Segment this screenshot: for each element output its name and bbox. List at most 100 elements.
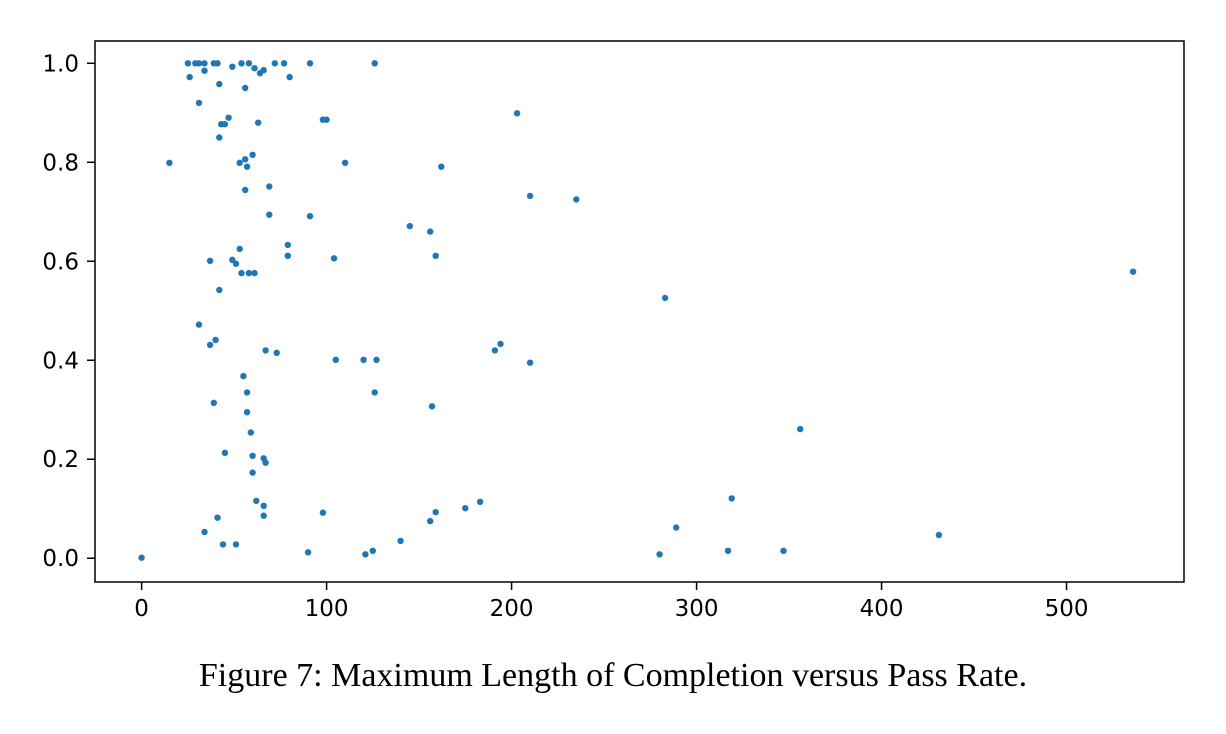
data-point [186,73,193,81]
x-tick-label: 300 [675,596,719,622]
data-point [266,183,273,190]
data-point [513,110,521,117]
data-point [236,245,243,253]
data-point [212,336,219,344]
data-point [216,134,223,141]
data-point [221,449,229,456]
data-point [260,512,267,519]
data-point [304,549,312,556]
data-point [210,399,217,406]
data-point [656,551,663,558]
data-point [255,119,262,126]
data-point [232,541,240,548]
data-point [332,356,339,363]
x-tick-label: 100 [305,596,349,622]
data-point [724,547,732,554]
data-point [371,389,378,396]
data-point [280,60,288,67]
data-point [526,192,534,200]
data-point [242,156,249,163]
data-point [728,495,735,502]
data-point [661,294,669,302]
data-point [243,389,251,396]
data-point [260,502,267,509]
data-point [360,356,367,363]
data-point [497,340,504,348]
data-point [319,509,327,516]
data-point [242,84,249,92]
data-point [427,517,434,525]
y-tick-label: 0.2 [42,447,79,473]
data-point [243,409,251,416]
data-point [184,60,192,67]
data-point [249,151,256,158]
data-point [242,186,249,194]
data-point [138,554,145,561]
data-point [201,528,208,536]
data-point [206,341,214,349]
data-point [573,196,580,203]
data-point [249,452,256,459]
data-point [341,159,349,166]
data-point [491,347,499,354]
data-point [232,260,240,267]
data-point [214,60,221,67]
data-point [216,80,223,88]
data-point [427,228,434,235]
y-tick-label: 0.4 [42,348,79,374]
data-point [406,222,413,230]
y-tick-label: 0.0 [42,546,79,572]
data-point [201,67,208,74]
data-point [245,60,253,67]
data-point [195,321,203,328]
data-point [206,257,214,264]
x-tick-label: 0 [134,596,149,622]
data-point [219,541,227,548]
data-point [476,498,484,505]
data-point [306,213,314,220]
data-point [238,269,245,277]
data-point [262,459,269,466]
data-point [1129,268,1137,275]
axes-spines [94,40,1185,583]
data-point [373,356,380,363]
data-point [273,349,280,356]
data-point [462,505,469,512]
data-point [371,60,378,67]
data-point [166,159,173,166]
data-point [201,60,208,67]
x-tick-label: 500 [1045,596,1089,622]
data-point [284,252,291,259]
data-point [306,60,314,67]
data-point [216,286,223,294]
data-point [238,60,245,67]
data-point [432,509,439,516]
data-point [229,63,236,70]
data-point [780,547,787,554]
data-point [251,65,258,72]
data-point [266,211,273,218]
data-point [251,269,258,277]
data-point [195,60,203,67]
data-point [330,255,338,262]
data-point [284,241,291,249]
data-point [195,99,203,107]
data-point [526,359,534,366]
figure-caption: Figure 7: Maximum Length of Completion v… [198,657,1028,694]
data-point [797,425,804,433]
data-point [243,163,251,170]
data-point [428,403,436,410]
data-point [369,547,376,554]
data-point [673,524,680,531]
data-point [397,537,404,545]
data-point [438,163,445,170]
data-point [262,347,269,354]
data-point [362,551,369,558]
data-point [323,116,330,123]
data-point [225,114,232,121]
data-point [286,73,293,81]
y-tick-label: 0.8 [42,150,79,176]
data-point [240,372,247,380]
data-point [432,252,439,259]
